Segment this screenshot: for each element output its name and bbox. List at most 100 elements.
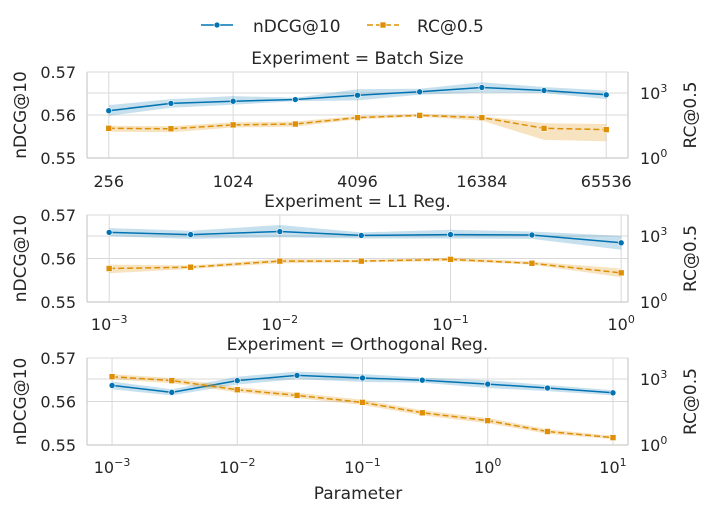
y2-tick-label: 100 — [640, 434, 667, 455]
data-point-rc — [168, 377, 176, 384]
data-point-rc — [292, 120, 299, 128]
data-point-rc — [447, 256, 454, 263]
data-point-ndcg — [187, 231, 194, 238]
legend-label-ndcg: nDCG@10 — [253, 17, 341, 37]
data-point-rc — [528, 259, 536, 267]
y2-tick-label: 100 — [640, 291, 667, 312]
data-point-rc — [418, 409, 426, 417]
ci-band-ndcg — [109, 225, 622, 250]
data-point-rc — [478, 114, 486, 121]
y-axis-label: nDCG@10 — [11, 71, 31, 159]
x-tick-label: 101 — [599, 456, 626, 477]
data-point-rc — [187, 263, 194, 271]
data-point-rc — [602, 126, 610, 133]
y2-axis-label: RC@0.5 — [681, 225, 701, 292]
data-point-ndcg — [357, 232, 365, 239]
data-point-ndcg — [276, 228, 284, 235]
data-point-ndcg — [416, 88, 423, 96]
panel-2: Experiment = L1 Reg. 0.55 0.56 0.57 nDCG@10 1… — [11, 192, 701, 334]
y2-tick-label: 103 — [640, 368, 667, 389]
x-tick-label: 10−3 — [91, 313, 128, 334]
legend-marker-ndcg — [213, 21, 221, 29]
ci-band-rc — [109, 257, 622, 278]
data-point-ndcg — [168, 389, 176, 396]
data-point-ndcg — [528, 231, 536, 239]
data-point-rc — [617, 269, 625, 277]
x-axis-label: Parameter — [314, 484, 402, 504]
data-point-ndcg — [359, 374, 366, 382]
data-point-ndcg — [478, 84, 486, 91]
data-point-rc — [357, 257, 365, 265]
legend-label-rc: RC@0.5 — [417, 17, 484, 37]
y-tick-label: 0.55 — [40, 436, 76, 455]
y-axis-label: nDCG@10 — [11, 215, 31, 303]
data-point-ndcg — [602, 91, 610, 99]
data-point-rc — [540, 125, 548, 132]
data-point-rc — [416, 112, 423, 119]
panel-title: Experiment = Orthogonal Reg. — [227, 335, 489, 355]
x-tick-label: 4096 — [337, 172, 378, 191]
data-point-ndcg — [418, 376, 426, 384]
x-tick-label: 16384 — [456, 172, 507, 191]
legend-marker-rc — [379, 21, 387, 29]
data-point-rc — [233, 386, 241, 394]
data-point-rc — [293, 392, 301, 399]
panel-1: Experiment = Batch Size 0.55 0.56 0.57 nDCG@… — [11, 49, 701, 191]
y-tick-label: 0.57 — [40, 206, 76, 225]
panel-title: Experiment = Batch Size — [251, 49, 463, 69]
x-tick-label: 100 — [607, 313, 634, 334]
x-tick-label: 10−1 — [432, 313, 469, 334]
panel-3: Experiment = Orthogonal Reg. 0.55 0.56 0.57… — [11, 335, 701, 477]
data-point-rc — [484, 417, 492, 424]
y-tick-label: 0.56 — [40, 106, 76, 125]
data-point-rc — [105, 125, 113, 132]
y-axis-label: nDCG@10 — [11, 358, 31, 446]
y2-tick-label: 103 — [640, 82, 667, 103]
series-line-rc — [108, 114, 607, 131]
y2-axis-label: RC@0.5 — [681, 368, 701, 435]
y-tick-label: 0.57 — [40, 349, 76, 368]
series-line-rc — [111, 375, 614, 439]
x-tick-label: 256 — [93, 172, 124, 191]
data-point-ndcg — [293, 372, 301, 379]
data-point-ndcg — [229, 97, 237, 105]
data-point-rc — [108, 373, 116, 381]
data-point-rc — [609, 434, 617, 441]
data-point-ndcg — [617, 239, 625, 247]
x-tick-label: 10−3 — [94, 456, 131, 477]
data-point-rc — [167, 125, 175, 133]
data-point-ndcg — [167, 100, 175, 107]
y-tick-label: 0.55 — [40, 149, 76, 168]
y-tick-label: 0.55 — [40, 293, 76, 312]
data-point-ndcg — [108, 382, 116, 389]
x-tick-label: 1024 — [213, 172, 254, 191]
data-point-ndcg — [233, 377, 241, 384]
y-tick-label: 0.56 — [40, 250, 76, 269]
y-tick-label: 0.57 — [40, 63, 76, 82]
y-tick-label: 0.56 — [40, 393, 76, 412]
x-tick-label: 10−2 — [262, 313, 299, 334]
y2-tick-label: 103 — [640, 225, 667, 246]
data-point-rc — [544, 428, 551, 435]
x-tick-label: 10−1 — [344, 456, 381, 477]
y2-axis-label: RC@0.5 — [681, 82, 701, 149]
x-tick-label: 100 — [474, 456, 501, 477]
data-point-ndcg — [544, 384, 551, 392]
x-tick-label: 10−2 — [219, 456, 256, 477]
data-point-rc — [105, 265, 113, 272]
data-point-ndcg — [354, 91, 361, 99]
data-point-rc — [359, 399, 366, 406]
data-point-ndcg — [540, 87, 548, 94]
legend: nDCG@10 RC@0.5 — [201, 17, 484, 37]
data-point-ndcg — [292, 96, 299, 103]
data-point-rc — [276, 257, 284, 265]
x-tick-label: 65536 — [581, 172, 632, 191]
panel-title: Experiment = L1 Reg. — [264, 192, 451, 212]
data-point-rc — [354, 114, 361, 121]
data-point-ndcg — [105, 229, 113, 236]
y2-tick-label: 100 — [640, 147, 667, 168]
data-point-ndcg — [447, 231, 454, 238]
panels: Experiment = Batch Size 0.55 0.56 0.57 nDCG@… — [11, 49, 701, 477]
data-point-ndcg — [484, 380, 492, 388]
